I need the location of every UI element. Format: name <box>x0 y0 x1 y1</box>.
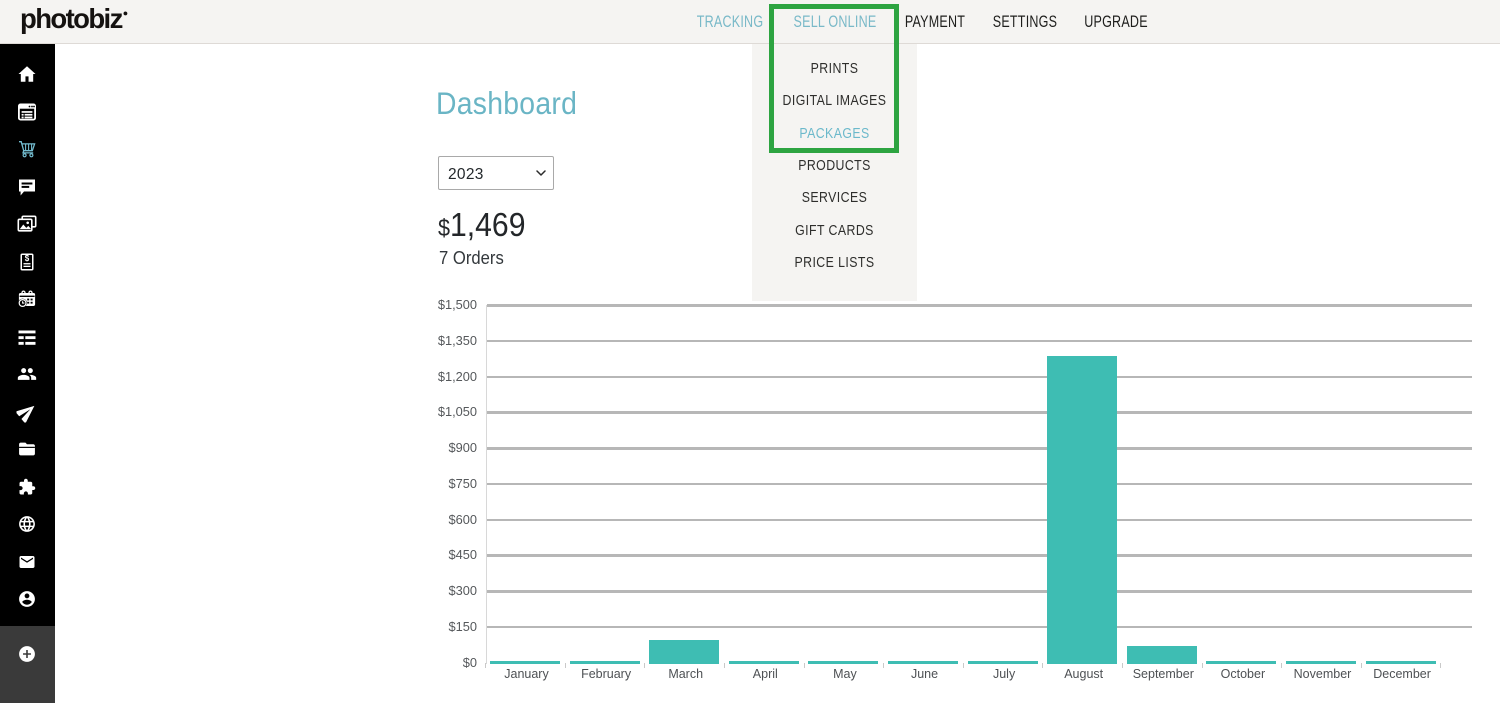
svg-text:$: $ <box>25 253 30 262</box>
